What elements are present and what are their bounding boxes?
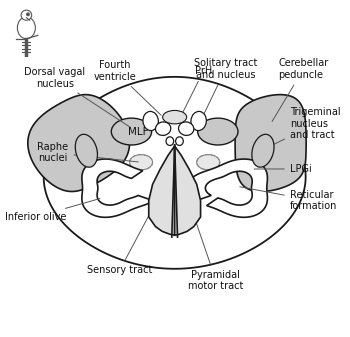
- Text: PrH: PrH: [182, 66, 212, 115]
- Polygon shape: [149, 146, 175, 235]
- Ellipse shape: [18, 17, 35, 39]
- Ellipse shape: [163, 111, 187, 124]
- Ellipse shape: [166, 137, 174, 146]
- Ellipse shape: [178, 122, 194, 135]
- Text: Reticular
formation: Reticular formation: [240, 187, 337, 211]
- Ellipse shape: [198, 118, 238, 145]
- Polygon shape: [82, 159, 154, 217]
- Ellipse shape: [197, 155, 220, 170]
- Text: Inferior olive: Inferior olive: [5, 198, 100, 222]
- Text: Dorsal vagal
nucleus: Dorsal vagal nucleus: [24, 67, 130, 127]
- Ellipse shape: [191, 112, 206, 130]
- Text: Fourth
ventricle: Fourth ventricle: [94, 60, 161, 115]
- Polygon shape: [28, 95, 130, 191]
- Text: Cerebellar
peduncle: Cerebellar peduncle: [272, 58, 329, 122]
- Ellipse shape: [111, 118, 152, 145]
- Text: Raphe
nuclei: Raphe nuclei: [37, 142, 138, 163]
- Text: MLF: MLF: [128, 127, 149, 136]
- Text: LPGi: LPGi: [254, 164, 312, 174]
- Polygon shape: [44, 77, 306, 269]
- Polygon shape: [235, 95, 306, 191]
- Ellipse shape: [21, 10, 32, 20]
- Ellipse shape: [155, 122, 171, 135]
- Text: Trigeminal
nucleus
and tract: Trigeminal nucleus and tract: [265, 107, 341, 149]
- Polygon shape: [175, 146, 201, 235]
- Text: Pyramidal
motor tract: Pyramidal motor tract: [188, 210, 244, 291]
- Polygon shape: [186, 159, 267, 217]
- Circle shape: [27, 13, 29, 16]
- Ellipse shape: [75, 134, 97, 167]
- Ellipse shape: [143, 112, 158, 130]
- Text: Sensory tract: Sensory tract: [87, 200, 157, 275]
- Ellipse shape: [130, 155, 153, 170]
- Ellipse shape: [176, 137, 183, 146]
- Ellipse shape: [252, 134, 274, 167]
- Text: Solitary tract
and nucleus: Solitary tract and nucleus: [194, 58, 257, 119]
